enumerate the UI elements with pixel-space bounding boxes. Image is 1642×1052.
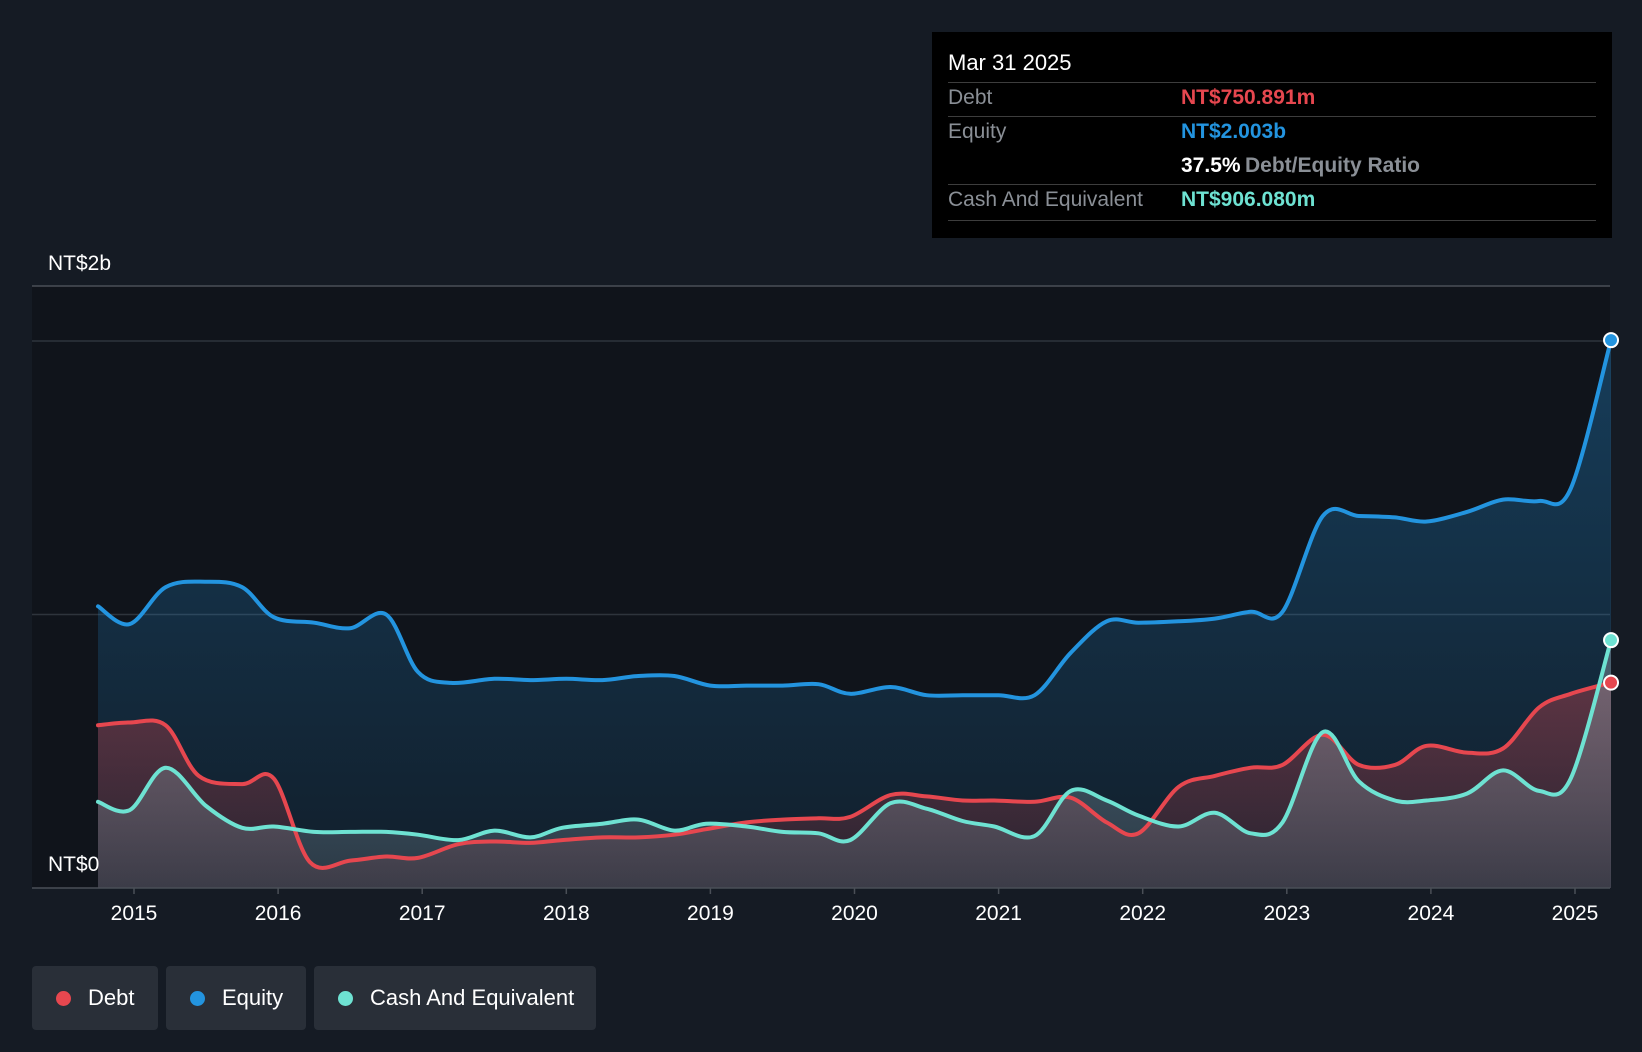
legend-item-cash[interactable]: Cash And Equivalent bbox=[314, 966, 596, 1030]
x-tick-label: 2022 bbox=[1119, 902, 1166, 925]
tooltip-divider bbox=[948, 184, 1596, 185]
x-tick-label: 2017 bbox=[399, 902, 446, 925]
x-tick-label: 2016 bbox=[255, 902, 302, 925]
y-label-top: NT$2b bbox=[48, 252, 111, 275]
tooltip-ratio-value: 37.5% bbox=[1181, 154, 1241, 177]
tooltip-equity-value: NT$2.003b bbox=[1181, 120, 1287, 143]
marker-cash bbox=[1603, 632, 1620, 649]
marker-equity bbox=[1603, 332, 1620, 349]
tooltip-panel: Mar 31 2025 Debt NT$750.891m Equity NT$2… bbox=[932, 32, 1612, 238]
x-tick-label: 2020 bbox=[831, 902, 878, 925]
legend-label-debt: Debt bbox=[88, 985, 135, 1010]
legend-item-equity[interactable]: Equity bbox=[166, 966, 306, 1030]
area-cash bbox=[98, 640, 1611, 888]
tooltip-debt-value: NT$750.891m bbox=[1181, 86, 1316, 109]
debt-dot-icon bbox=[56, 991, 71, 1006]
x-tick-label: 2023 bbox=[1263, 902, 1310, 925]
tooltip-divider bbox=[948, 82, 1596, 83]
line-debt bbox=[96, 680, 1613, 870]
x-tick-label: 2015 bbox=[111, 902, 158, 925]
marker-debt bbox=[1603, 674, 1620, 691]
tooltip-equity-label: Equity bbox=[948, 120, 1007, 143]
legend-item-debt[interactable]: Debt bbox=[32, 966, 158, 1030]
y-label-bottom: NT$0 bbox=[48, 853, 99, 876]
legend-label-cash: Cash And Equivalent bbox=[370, 985, 575, 1010]
tooltip-date: Mar 31 2025 bbox=[948, 50, 1072, 75]
line-cash bbox=[96, 638, 1613, 844]
x-tick-label: 2021 bbox=[975, 902, 1022, 925]
x-tick-label: 2019 bbox=[687, 902, 734, 925]
tooltip-cash-label: Cash And Equivalent bbox=[948, 188, 1143, 211]
x-tick-label: 2025 bbox=[1552, 902, 1599, 925]
x-tick-label: 2024 bbox=[1408, 902, 1455, 925]
tooltip-debt-label: Debt bbox=[948, 86, 993, 109]
tooltip-cash-value: NT$906.080m bbox=[1181, 188, 1316, 211]
equity-dot-icon bbox=[190, 991, 205, 1006]
line-equity bbox=[96, 338, 1613, 701]
cash-dot-icon bbox=[338, 991, 353, 1006]
tooltip-divider bbox=[948, 220, 1596, 221]
x-tick-label: 2018 bbox=[543, 902, 590, 925]
area-equity bbox=[98, 340, 1611, 888]
legend-label-equity: Equity bbox=[222, 985, 284, 1010]
tooltip-ratio-label: Debt/Equity Ratio bbox=[1245, 154, 1421, 177]
tooltip-divider bbox=[948, 116, 1596, 117]
